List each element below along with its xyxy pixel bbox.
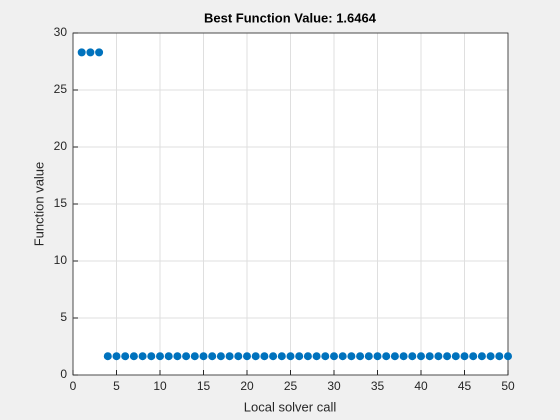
point bbox=[286, 352, 295, 361]
point bbox=[216, 352, 225, 361]
y-tick-label: 30 bbox=[54, 25, 68, 39]
point bbox=[434, 352, 443, 361]
x-tick-label: 0 bbox=[70, 379, 77, 393]
point bbox=[173, 352, 182, 361]
y-tick-label: 0 bbox=[60, 367, 67, 381]
y-tick-label: 15 bbox=[54, 196, 68, 210]
point bbox=[408, 352, 417, 361]
point bbox=[225, 352, 234, 361]
point bbox=[182, 352, 191, 361]
y-tick-label: 5 bbox=[60, 310, 67, 324]
x-axis-label: Local solver call bbox=[244, 399, 337, 414]
point bbox=[321, 352, 330, 361]
x-tick-label: 40 bbox=[414, 379, 428, 393]
point bbox=[504, 352, 512, 361]
y-axis-label: Function value bbox=[31, 162, 46, 247]
point bbox=[443, 352, 452, 361]
point bbox=[129, 352, 138, 361]
point bbox=[269, 352, 278, 361]
chart-title: Best Function Value: 1.6464 bbox=[204, 10, 377, 25]
x-tick-label: 30 bbox=[327, 379, 341, 393]
point bbox=[77, 48, 86, 57]
point bbox=[164, 352, 173, 361]
point bbox=[260, 352, 269, 361]
x-tick-label: 5 bbox=[113, 379, 120, 393]
x-tick-label: 10 bbox=[153, 379, 167, 393]
point bbox=[208, 352, 217, 361]
point bbox=[486, 352, 495, 361]
point bbox=[303, 352, 312, 361]
point bbox=[199, 352, 208, 361]
point bbox=[86, 48, 95, 57]
point bbox=[390, 352, 399, 361]
point bbox=[460, 352, 469, 361]
point bbox=[399, 352, 408, 361]
x-tick-label: 35 bbox=[371, 379, 385, 393]
point bbox=[364, 352, 373, 361]
point bbox=[382, 352, 391, 361]
point bbox=[156, 352, 164, 361]
point bbox=[338, 352, 347, 361]
point bbox=[95, 48, 104, 57]
point bbox=[451, 352, 460, 361]
x-tick-label: 50 bbox=[501, 379, 515, 393]
axes-box bbox=[72, 32, 509, 376]
point bbox=[121, 352, 130, 361]
point bbox=[417, 352, 425, 361]
point bbox=[190, 352, 199, 361]
point bbox=[103, 352, 112, 361]
x-tick-label: 25 bbox=[284, 379, 298, 393]
point bbox=[251, 352, 260, 361]
y-tick-label: 10 bbox=[54, 253, 68, 267]
point bbox=[347, 352, 356, 361]
point bbox=[147, 352, 156, 361]
point bbox=[373, 352, 382, 361]
point bbox=[477, 352, 486, 361]
point bbox=[356, 352, 365, 361]
x-tick-label: 15 bbox=[197, 379, 211, 393]
point bbox=[495, 352, 504, 361]
point bbox=[138, 352, 147, 361]
point bbox=[312, 352, 321, 361]
point bbox=[234, 352, 243, 361]
point bbox=[243, 352, 251, 361]
x-tick-label: 20 bbox=[240, 379, 254, 393]
point bbox=[277, 352, 286, 361]
point bbox=[330, 352, 338, 361]
point bbox=[469, 352, 478, 361]
y-tick-label: 20 bbox=[54, 139, 68, 153]
x-tick-label: 45 bbox=[458, 379, 472, 393]
point bbox=[112, 352, 121, 361]
point bbox=[295, 352, 304, 361]
point bbox=[425, 352, 434, 361]
y-tick-label: 25 bbox=[54, 82, 68, 96]
